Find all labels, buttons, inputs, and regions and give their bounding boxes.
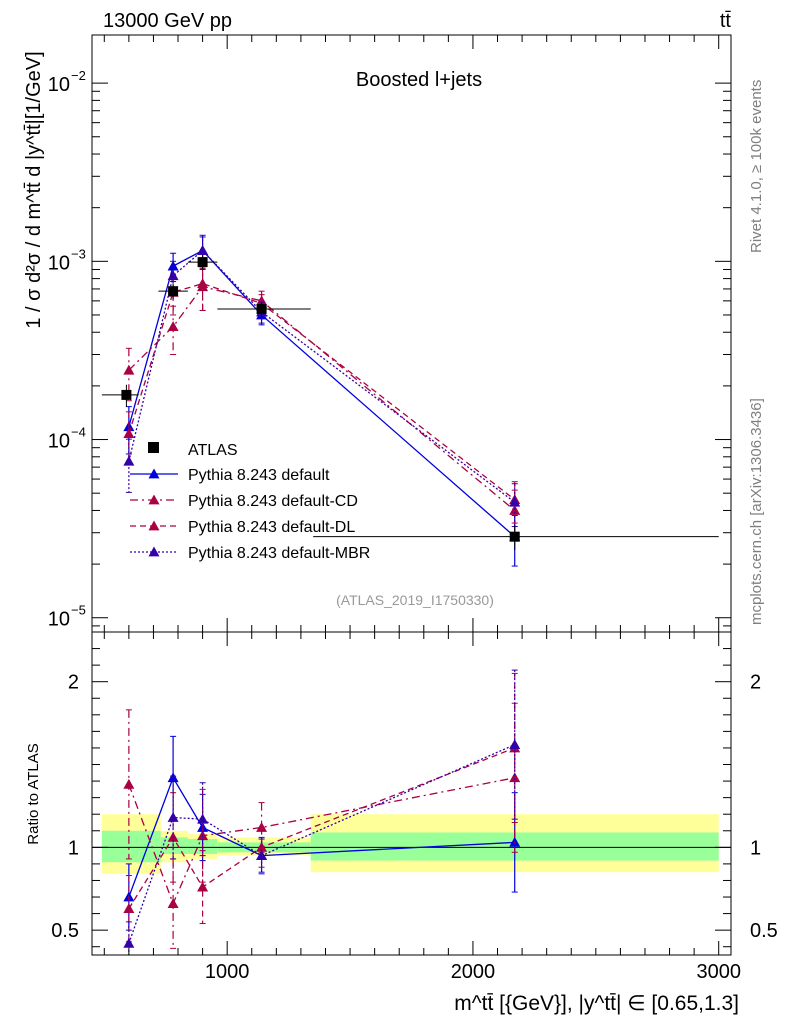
ratio-series-point-1 <box>123 778 135 789</box>
legend: ATLAS Pythia 8.243 default Pythia 8.243 de… <box>130 442 370 562</box>
data-point <box>509 531 520 542</box>
legend-label-atlas: ATLAS <box>188 442 238 459</box>
ratio-series-point-2 <box>197 881 209 892</box>
data-point <box>197 257 208 268</box>
ratio-tick-label-right: 2 <box>750 672 761 694</box>
ratio-tick-label-left: 2 <box>68 672 79 694</box>
ratio-tick-label-left: 1 <box>68 837 79 859</box>
y-tick-label: 10 <box>48 74 70 96</box>
watermark: (ATLAS_2019_I1750330) <box>336 592 494 608</box>
data-point <box>168 286 179 297</box>
ratio-series-point-3 <box>197 813 209 824</box>
ratio-plot-panel: 1000 2000 3000 0.5 0.5 1 1 2 2 Ratio to ATLAS <box>25 631 778 983</box>
legend-label-3: Pythia 8.243 default-MBR <box>188 545 370 562</box>
series-point-3 <box>197 245 209 255</box>
x-tick-label: 2000 <box>451 961 496 983</box>
legend-marker-atlas <box>148 442 159 453</box>
series-point-1 <box>123 364 135 375</box>
main-plot-panel: 10−510−410−310−2 Boosted l+jets (ATLAS_2… <box>23 34 732 633</box>
ratio-series-point-3 <box>509 739 521 750</box>
x-tick-label: 3000 <box>696 961 741 983</box>
ratio-series-point-3 <box>123 937 135 948</box>
ratio-series-point-3 <box>256 850 268 861</box>
ratio-tick-label-left: 0.5 <box>51 920 79 942</box>
x-axis-label: m^tt̄ [{GeV}], |y^tt̄| ∈ [0.65,1.3] <box>454 992 739 1015</box>
legend-label-1: Pythia 8.243 default-CD <box>188 493 358 510</box>
series-point-2 <box>123 428 135 438</box>
ratio-series-point-1 <box>167 898 179 909</box>
legend-marker-3 <box>148 546 160 557</box>
data-point <box>121 389 132 400</box>
legend-marker-0 <box>148 468 160 479</box>
header-right-label: tt̄ <box>720 10 732 32</box>
series-point-1 <box>509 504 521 515</box>
y-tick-exponent: −2 <box>71 68 86 83</box>
x-tick-label: 1000 <box>205 961 250 983</box>
main-frame <box>91 34 732 633</box>
series-point-2 <box>197 278 209 288</box>
ratio-series-point-2 <box>123 903 135 914</box>
ratio-series-point-1 <box>256 821 268 832</box>
y-tick-label: 10 <box>48 431 70 453</box>
series-point-3 <box>167 270 179 281</box>
y-tick-exponent: −3 <box>71 246 86 261</box>
y-axis-label: 1 / σ d²σ / d m^tt̄ d |y^tt̄|[1/GeV] <box>23 51 45 328</box>
y-tick-label: 10 <box>48 609 70 631</box>
legend-label-2: Pythia 8.243 default-DL <box>188 519 355 536</box>
series-point-3 <box>123 455 135 466</box>
ratio-tick-label-right: 1 <box>750 837 761 859</box>
ratio-frame <box>91 631 732 956</box>
y-tick-exponent: −5 <box>71 603 86 618</box>
series-point-3 <box>509 496 521 507</box>
ratio-y-axis-label: Ratio to ATLAS <box>25 743 42 844</box>
mcplots-label: mcplots.cern.ch [arXiv:1306.3436] <box>748 398 765 625</box>
series-point-1 <box>167 321 179 332</box>
ratio-band-inner-1 <box>160 837 188 854</box>
y-tick-exponent: −4 <box>71 425 86 440</box>
rivet-label: Rivet 4.1.0, ≥ 100k events <box>748 80 765 253</box>
y-tick-label: 10 <box>48 252 70 274</box>
chart-title: Boosted l+jets <box>356 69 482 91</box>
legend-marker-2 <box>148 520 160 531</box>
ratio-series-point-3 <box>167 812 179 822</box>
ratio-series-line-3 <box>128 744 515 944</box>
legend-marker-1 <box>148 494 160 505</box>
data-point <box>256 304 267 315</box>
legend-label-0: Pythia 8.243 default <box>188 467 330 484</box>
ratio-tick-label-right: 0.5 <box>750 920 778 942</box>
header-left-label: 13000 GeV pp <box>103 10 232 32</box>
